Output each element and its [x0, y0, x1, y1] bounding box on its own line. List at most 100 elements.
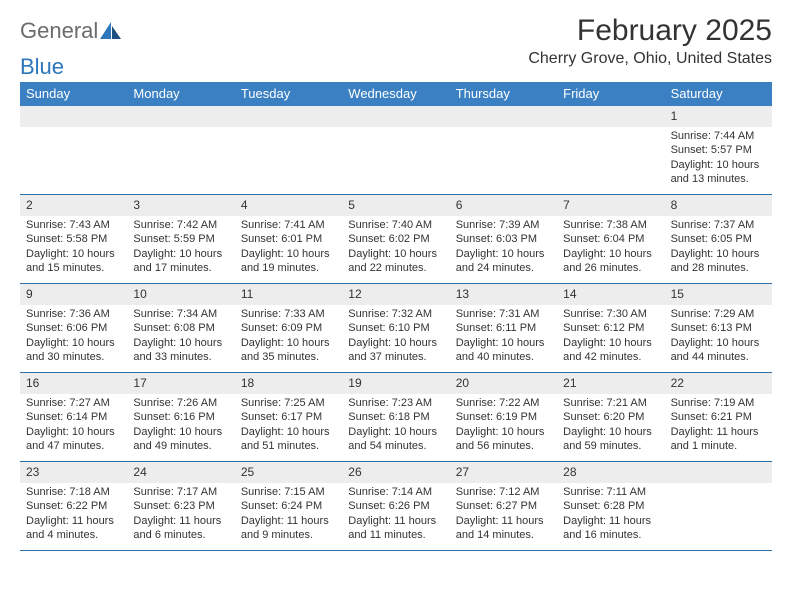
- sunset-line: Sunset: 6:01 PM: [241, 232, 336, 246]
- day1-line: Daylight: 10 hours: [26, 336, 121, 350]
- day1-line: Daylight: 10 hours: [26, 247, 121, 261]
- day2-line: and 14 minutes.: [456, 528, 551, 542]
- day2-line: and 22 minutes.: [348, 261, 443, 275]
- day-number: 3: [127, 195, 234, 216]
- logo-word-general: General: [20, 18, 98, 44]
- weekday-header: Thursday: [450, 82, 557, 106]
- logo-word-blue: Blue: [20, 54, 772, 80]
- day-details: Sunrise: 7:25 AMSunset: 6:17 PMDaylight:…: [235, 394, 342, 456]
- day-cell: 2Sunrise: 7:43 AMSunset: 5:58 PMDaylight…: [20, 195, 127, 283]
- day-number: 17: [127, 373, 234, 394]
- day-number: 25: [235, 462, 342, 483]
- day-details: Sunrise: 7:42 AMSunset: 5:59 PMDaylight:…: [127, 216, 234, 278]
- day-number: 12: [342, 284, 449, 305]
- sunset-line: Sunset: 6:11 PM: [456, 321, 551, 335]
- day-number: [665, 462, 772, 483]
- sunset-line: Sunset: 6:26 PM: [348, 499, 443, 513]
- day-number: [342, 106, 449, 127]
- week-row: 1Sunrise: 7:44 AMSunset: 5:57 PMDaylight…: [20, 106, 772, 195]
- day2-line: and 28 minutes.: [671, 261, 766, 275]
- day-details: Sunrise: 7:21 AMSunset: 6:20 PMDaylight:…: [557, 394, 664, 456]
- sunset-line: Sunset: 6:03 PM: [456, 232, 551, 246]
- sunrise-line: Sunrise: 7:38 AM: [563, 218, 658, 232]
- day2-line: and 16 minutes.: [563, 528, 658, 542]
- day2-line: and 15 minutes.: [26, 261, 121, 275]
- sunset-line: Sunset: 5:58 PM: [26, 232, 121, 246]
- brand-logo: General: [20, 14, 124, 44]
- day-details: Sunrise: 7:14 AMSunset: 6:26 PMDaylight:…: [342, 483, 449, 545]
- day-number: [450, 106, 557, 127]
- day2-line: and 4 minutes.: [26, 528, 121, 542]
- sunrise-line: Sunrise: 7:12 AM: [456, 485, 551, 499]
- day2-line: and 51 minutes.: [241, 439, 336, 453]
- day2-line: and 44 minutes.: [671, 350, 766, 364]
- day-details: Sunrise: 7:34 AMSunset: 6:08 PMDaylight:…: [127, 305, 234, 367]
- calendar-page: General February 2025 Cherry Grove, Ohio…: [0, 0, 792, 551]
- day-cell: 25Sunrise: 7:15 AMSunset: 6:24 PMDayligh…: [235, 462, 342, 550]
- sunrise-line: Sunrise: 7:30 AM: [563, 307, 658, 321]
- sunrise-line: Sunrise: 7:27 AM: [26, 396, 121, 410]
- sunrise-line: Sunrise: 7:18 AM: [26, 485, 121, 499]
- day-details: Sunrise: 7:19 AMSunset: 6:21 PMDaylight:…: [665, 394, 772, 456]
- day-number: 22: [665, 373, 772, 394]
- day-details: Sunrise: 7:26 AMSunset: 6:16 PMDaylight:…: [127, 394, 234, 456]
- day-details: Sunrise: 7:32 AMSunset: 6:10 PMDaylight:…: [342, 305, 449, 367]
- day1-line: Daylight: 10 hours: [671, 336, 766, 350]
- day-details: Sunrise: 7:29 AMSunset: 6:13 PMDaylight:…: [665, 305, 772, 367]
- sunset-line: Sunset: 6:08 PM: [133, 321, 228, 335]
- day-details: Sunrise: 7:41 AMSunset: 6:01 PMDaylight:…: [235, 216, 342, 278]
- day-details: Sunrise: 7:36 AMSunset: 6:06 PMDaylight:…: [20, 305, 127, 367]
- day-number: 28: [557, 462, 664, 483]
- day-cell: 19Sunrise: 7:23 AMSunset: 6:18 PMDayligh…: [342, 373, 449, 461]
- day1-line: Daylight: 10 hours: [671, 247, 766, 261]
- day-cell: 10Sunrise: 7:34 AMSunset: 6:08 PMDayligh…: [127, 284, 234, 372]
- sunset-line: Sunset: 6:18 PM: [348, 410, 443, 424]
- weekday-header: Tuesday: [235, 82, 342, 106]
- day2-line: and 59 minutes.: [563, 439, 658, 453]
- day-number: 6: [450, 195, 557, 216]
- sunrise-line: Sunrise: 7:34 AM: [133, 307, 228, 321]
- day-number: 8: [665, 195, 772, 216]
- day1-line: Daylight: 11 hours: [241, 514, 336, 528]
- day2-line: and 11 minutes.: [348, 528, 443, 542]
- day-cell: 16Sunrise: 7:27 AMSunset: 6:14 PMDayligh…: [20, 373, 127, 461]
- day2-line: and 35 minutes.: [241, 350, 336, 364]
- day2-line: and 56 minutes.: [456, 439, 551, 453]
- day1-line: Daylight: 10 hours: [133, 425, 228, 439]
- day-cell: 27Sunrise: 7:12 AMSunset: 6:27 PMDayligh…: [450, 462, 557, 550]
- day-cell: 6Sunrise: 7:39 AMSunset: 6:03 PMDaylight…: [450, 195, 557, 283]
- day2-line: and 54 minutes.: [348, 439, 443, 453]
- day-number: 24: [127, 462, 234, 483]
- day1-line: Daylight: 11 hours: [671, 425, 766, 439]
- day2-line: and 30 minutes.: [26, 350, 121, 364]
- day2-line: and 33 minutes.: [133, 350, 228, 364]
- day-number: 7: [557, 195, 664, 216]
- sunset-line: Sunset: 6:23 PM: [133, 499, 228, 513]
- day-cell: 14Sunrise: 7:30 AMSunset: 6:12 PMDayligh…: [557, 284, 664, 372]
- day1-line: Daylight: 11 hours: [133, 514, 228, 528]
- sunset-line: Sunset: 6:19 PM: [456, 410, 551, 424]
- sunset-line: Sunset: 6:22 PM: [26, 499, 121, 513]
- sunset-line: Sunset: 6:10 PM: [348, 321, 443, 335]
- day-cell: 12Sunrise: 7:32 AMSunset: 6:10 PMDayligh…: [342, 284, 449, 372]
- day2-line: and 17 minutes.: [133, 261, 228, 275]
- day-number: 1: [665, 106, 772, 127]
- day-cell: 17Sunrise: 7:26 AMSunset: 6:16 PMDayligh…: [127, 373, 234, 461]
- page-title: February 2025: [528, 14, 772, 48]
- calendar-grid: SundayMondayTuesdayWednesdayThursdayFrid…: [20, 82, 772, 551]
- day-number: 11: [235, 284, 342, 305]
- sunset-line: Sunset: 6:05 PM: [671, 232, 766, 246]
- weekday-header-row: SundayMondayTuesdayWednesdayThursdayFrid…: [20, 82, 772, 106]
- day2-line: and 19 minutes.: [241, 261, 336, 275]
- day-cell: 15Sunrise: 7:29 AMSunset: 6:13 PMDayligh…: [665, 284, 772, 372]
- day-cell: 26Sunrise: 7:14 AMSunset: 6:26 PMDayligh…: [342, 462, 449, 550]
- day1-line: Daylight: 10 hours: [563, 425, 658, 439]
- sunset-line: Sunset: 6:13 PM: [671, 321, 766, 335]
- day1-line: Daylight: 10 hours: [563, 336, 658, 350]
- day-details: Sunrise: 7:30 AMSunset: 6:12 PMDaylight:…: [557, 305, 664, 367]
- weekday-header: Sunday: [20, 82, 127, 106]
- sunrise-line: Sunrise: 7:21 AM: [563, 396, 658, 410]
- sunrise-line: Sunrise: 7:39 AM: [456, 218, 551, 232]
- sunrise-line: Sunrise: 7:17 AM: [133, 485, 228, 499]
- day-cell: 13Sunrise: 7:31 AMSunset: 6:11 PMDayligh…: [450, 284, 557, 372]
